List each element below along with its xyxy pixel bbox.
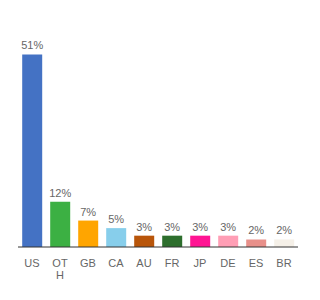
svg-text:CA: CA [108,257,124,269]
svg-text:51%: 51% [21,39,43,51]
svg-text:12%: 12% [49,187,71,199]
svg-text:US: US [24,257,39,269]
svg-text:3%: 3% [136,221,152,233]
svg-text:3%: 3% [164,221,180,233]
svg-text:BR: BR [276,257,291,269]
svg-text:JP: JP [194,257,207,269]
svg-text:7%: 7% [80,206,96,218]
svg-text:AU: AU [136,257,151,269]
svg-text:5%: 5% [108,213,124,225]
svg-text:ES: ES [249,257,264,269]
svg-text:GB: GB [80,257,96,269]
svg-text:OTH: OTH [52,257,68,281]
svg-text:DE: DE [220,257,235,269]
svg-text:2%: 2% [248,224,264,236]
svg-text:3%: 3% [192,221,208,233]
svg-text:FR: FR [165,257,180,269]
svg-text:2%: 2% [276,224,292,236]
svg-text:3%: 3% [220,221,236,233]
